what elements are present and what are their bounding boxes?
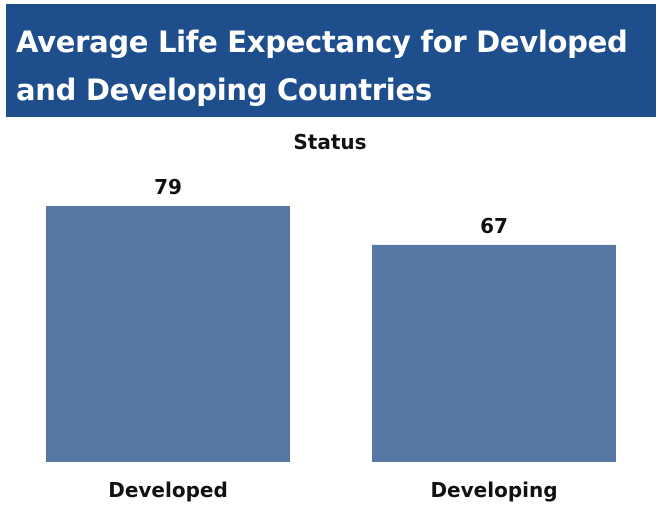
value-label-developed: 79 xyxy=(154,175,182,199)
chart-title: Average Life Expectancy for Devloped and… xyxy=(16,25,628,107)
value-label-developing: 67 xyxy=(480,214,508,238)
bar-developed xyxy=(46,206,290,462)
category-label-developed: Developed xyxy=(108,478,228,502)
column-header: Status xyxy=(293,130,367,154)
title-banner: Average Life Expectancy for Devloped and… xyxy=(6,4,656,117)
bar-developing xyxy=(372,244,616,462)
category-label-developing: Developing xyxy=(430,478,557,502)
